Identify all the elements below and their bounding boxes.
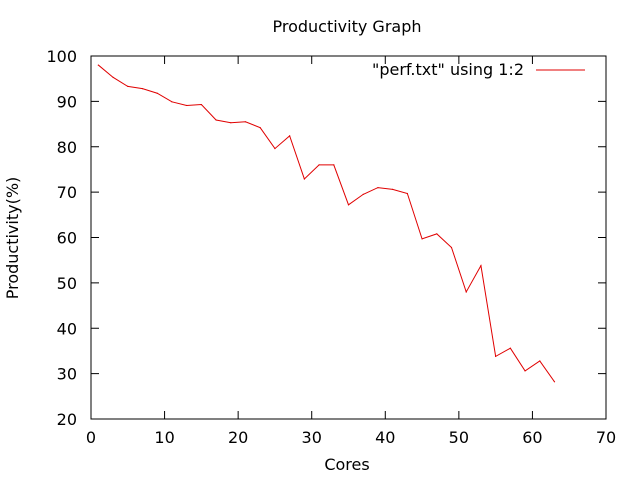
chart-title: Productivity Graph (272, 17, 421, 36)
y-tick-label: 20 (57, 410, 77, 429)
x-tick-label: 40 (375, 428, 395, 447)
data-point (539, 360, 541, 362)
data-point (450, 246, 453, 249)
data-point (377, 186, 379, 189)
series-line (98, 64, 555, 383)
ticks-layer: 0 10 20 30 40 50 60 70 20 30 40 50 60 70 80 90 100 (46, 47, 616, 447)
legend: "perf.txt" using 1:2 (372, 60, 585, 79)
data-point (97, 64, 99, 66)
x-tick-label: 10 (154, 428, 174, 447)
data-point (215, 119, 217, 121)
x-axis-label: Cores (324, 455, 369, 474)
data-point (480, 265, 482, 267)
data-point (347, 204, 350, 206)
x-tick-label: 50 (449, 428, 469, 447)
x-tick-label: 20 (228, 428, 248, 447)
data-point (186, 104, 188, 107)
x-tick-label: 60 (522, 428, 542, 447)
legend-label: "perf.txt" using 1:2 (372, 60, 524, 79)
x-tick-label: 70 (596, 428, 616, 447)
data-point (362, 193, 364, 195)
data-point (200, 103, 202, 106)
y-tick-label: 40 (57, 319, 77, 338)
data-point (127, 85, 129, 87)
y-tick-label: 90 (57, 92, 77, 111)
y-axis-label: Productivity(%) (3, 177, 22, 300)
y-tick-label: 60 (57, 229, 77, 248)
y-tick-label: 100 (46, 47, 77, 66)
data-point (230, 122, 232, 124)
series-layer (97, 64, 556, 383)
plot-border (90, 55, 607, 420)
data-point (303, 178, 305, 180)
data-point (392, 188, 394, 190)
x-tick-label: 30 (302, 428, 322, 447)
data-point (406, 192, 408, 195)
data-point (156, 92, 158, 94)
data-point (112, 76, 114, 78)
data-point (333, 164, 335, 166)
y-tick-label: 50 (57, 274, 77, 293)
plot-frame (90, 55, 607, 420)
data-point (509, 347, 511, 349)
data-point (318, 164, 320, 166)
data-point (436, 233, 438, 235)
data-point (244, 121, 247, 123)
data-point (274, 147, 276, 150)
data-point (141, 88, 144, 90)
y-tick-label: 30 (57, 365, 77, 384)
y-tick-label: 70 (57, 183, 77, 202)
data-point (259, 127, 261, 129)
x-tick-label: 0 (86, 428, 96, 447)
y-tick-label: 80 (57, 138, 77, 157)
data-point (553, 381, 556, 383)
data-point (171, 101, 173, 103)
data-point (421, 238, 423, 240)
data-point (289, 135, 291, 137)
data-point (495, 355, 497, 357)
data-point (465, 291, 467, 293)
data-point (524, 370, 526, 372)
